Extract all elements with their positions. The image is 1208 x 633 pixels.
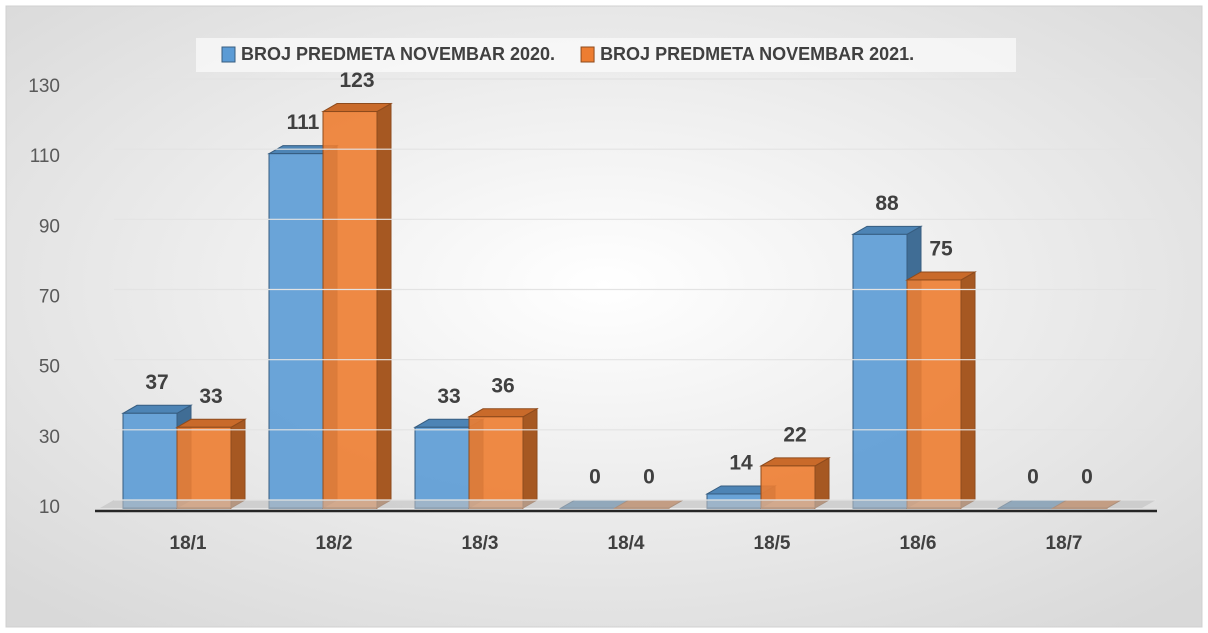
- plot-area: [121, 102, 1123, 509]
- y-tick-label: 110: [30, 146, 60, 167]
- x-tick-label: 18/7: [1046, 533, 1083, 554]
- bar-side: [960, 271, 976, 509]
- x-tick-label: 18/3: [462, 533, 499, 554]
- data-label: 37: [145, 371, 168, 394]
- legend-label: BROJ PREDMETA NOVEMBAR 2020.: [241, 44, 555, 64]
- x-tick-label: 18/1: [170, 533, 207, 554]
- bar: [122, 412, 178, 509]
- legend-swatch: [580, 46, 595, 63]
- data-label: 0: [589, 466, 601, 489]
- data-label: 33: [199, 385, 222, 408]
- bar: [852, 233, 908, 509]
- data-label: 0: [643, 466, 655, 489]
- bar-side: [376, 102, 392, 509]
- chart-background: [5, 5, 1203, 628]
- y-tick-label: 50: [39, 357, 60, 378]
- y-tick-label: 90: [39, 216, 60, 237]
- bar: [322, 111, 378, 509]
- x-tick-label: 18/5: [754, 533, 791, 554]
- data-label: 75: [929, 238, 953, 261]
- y-tick-label: 70: [39, 287, 60, 308]
- y-tick-label: 30: [39, 427, 60, 448]
- data-label: 0: [1027, 466, 1039, 489]
- y-tick-label: 130: [28, 76, 60, 97]
- x-tick-label: 18/6: [900, 533, 937, 554]
- data-label: 111: [287, 111, 320, 134]
- bar-side: [230, 418, 246, 509]
- y-tick-label: 10: [39, 497, 60, 518]
- bar-side: [522, 407, 538, 509]
- floor: [100, 500, 1156, 508]
- bar: [468, 416, 524, 509]
- legend-box: [196, 38, 1016, 72]
- bar: [414, 426, 470, 509]
- data-label: 123: [339, 69, 374, 92]
- bar: [906, 279, 962, 509]
- data-label: 22: [783, 423, 806, 446]
- x-tick-label: 18/2: [316, 533, 353, 554]
- x-tick-label: 18/4: [608, 533, 645, 554]
- data-label: 0: [1081, 466, 1093, 489]
- data-label: 14: [729, 452, 753, 475]
- bar-group: [321, 102, 393, 509]
- bar-group: [905, 271, 977, 509]
- bar: [268, 153, 324, 509]
- bar-group: [467, 407, 539, 509]
- data-label: 88: [875, 192, 899, 215]
- bar-group: [175, 418, 247, 509]
- legend-swatch: [221, 46, 236, 63]
- bar: [176, 426, 232, 509]
- data-label: 33: [437, 385, 460, 408]
- legend-label: BROJ PREDMETA NOVEMBAR 2021.: [600, 44, 914, 64]
- data-label: 36: [491, 374, 514, 397]
